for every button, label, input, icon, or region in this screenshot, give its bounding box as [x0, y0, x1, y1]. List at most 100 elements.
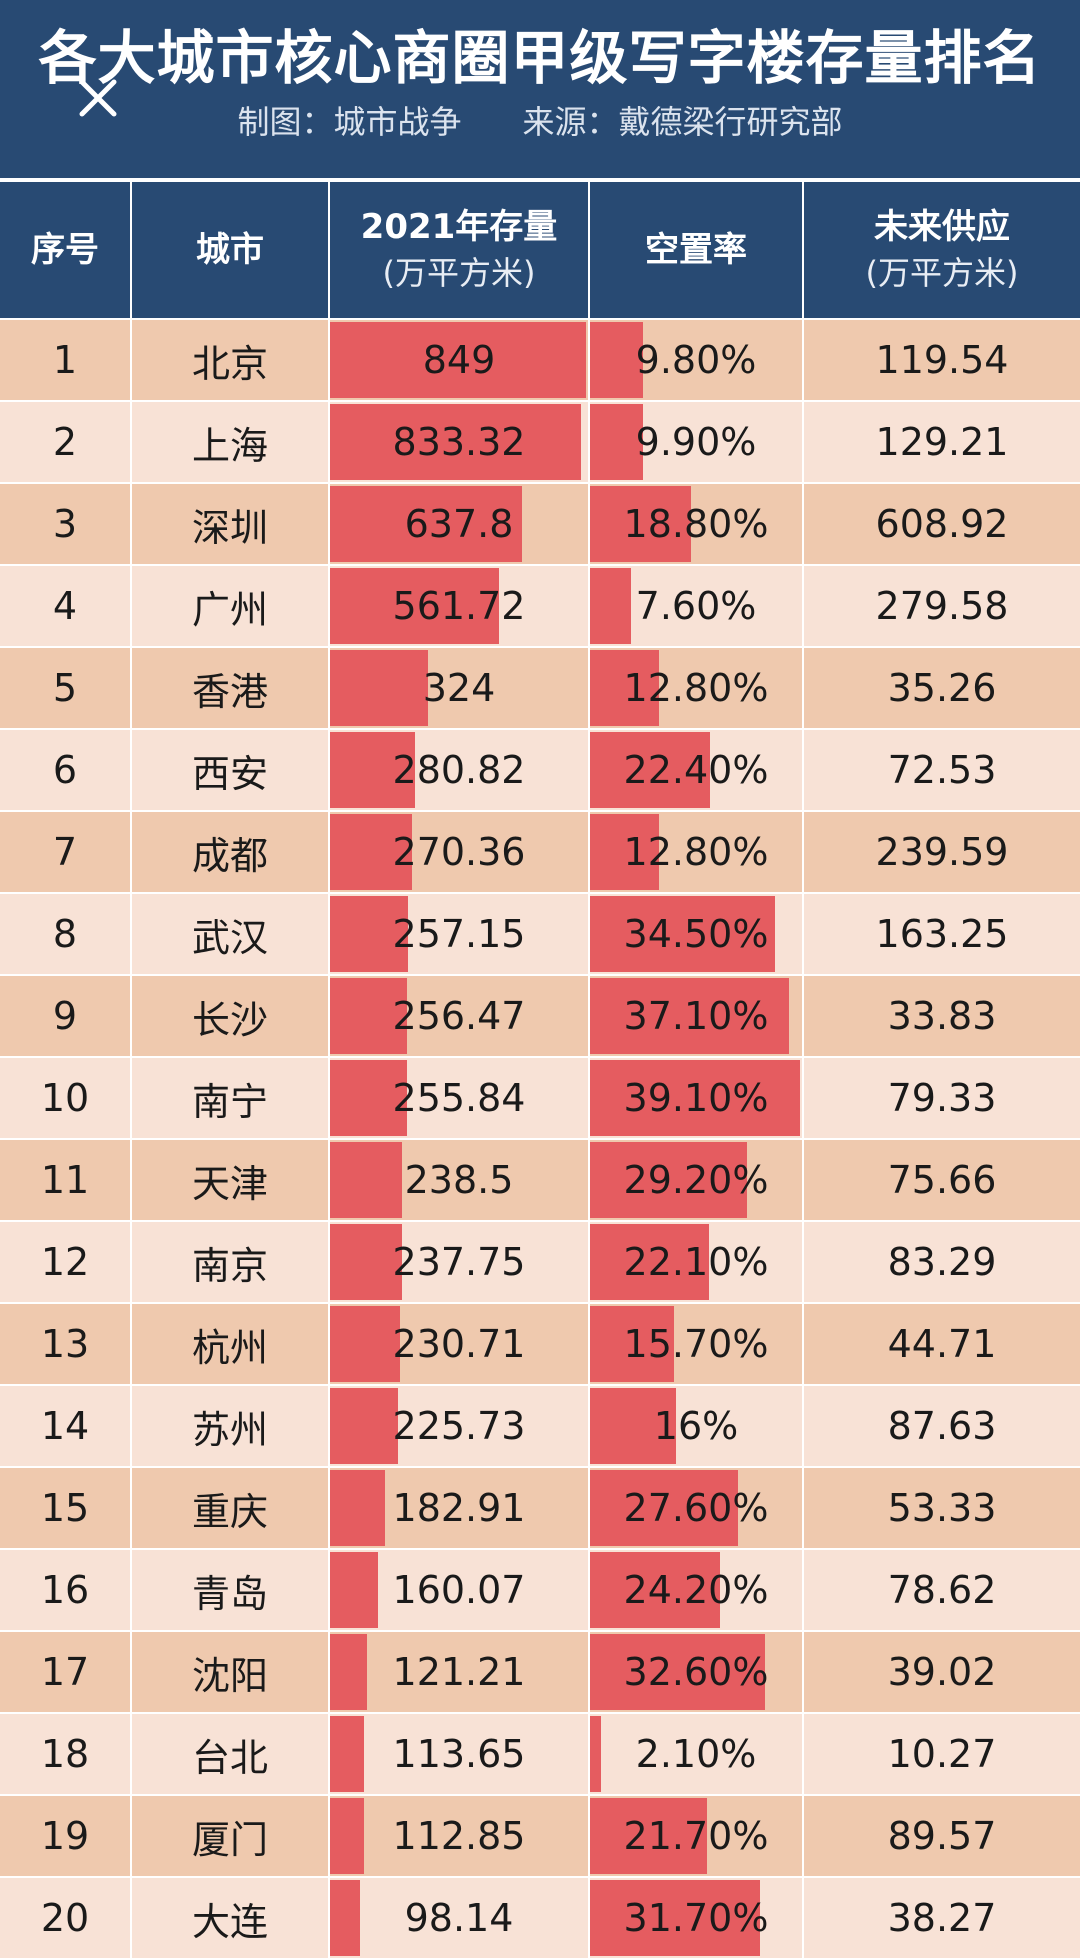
supply-cell: 10.27: [802, 1714, 1080, 1794]
vacancy-cell: 32.60%: [588, 1632, 802, 1712]
supply-value: 44.71: [887, 1322, 997, 1366]
table-row: 2 上海 833.32 9.90% 129.21: [0, 402, 1080, 482]
rank-value: 19: [40, 1814, 90, 1858]
supply-cell: 33.83: [802, 976, 1080, 1056]
supply-cell: 119.54: [802, 320, 1080, 400]
stock-cell: 112.85: [328, 1796, 588, 1876]
stock-cell: 238.5: [328, 1140, 588, 1220]
stock-bar: [330, 1224, 402, 1300]
header-city-label: 城市: [196, 230, 264, 270]
header-stock-label: 2021年存量: [360, 207, 558, 247]
stock-bar: [330, 486, 522, 562]
vacancy-bar: [590, 322, 643, 398]
stock-value: 160.07: [392, 1568, 526, 1612]
vacancy-value: 12.80%: [623, 830, 769, 874]
vacancy-bar: [590, 1634, 765, 1710]
stock-bar: [330, 568, 499, 644]
vacancy-bar: [590, 1388, 676, 1464]
city-name: 香港: [191, 669, 268, 714]
stock-bar: [330, 896, 408, 972]
stock-bar: [330, 1388, 398, 1464]
rank-cell: 20: [0, 1878, 130, 1958]
city-cell: 天津: [130, 1140, 328, 1220]
table-row: 4 广州 561.72 7.60% 279.58: [0, 566, 1080, 646]
stock-bar: [330, 404, 581, 480]
rank-cell: 6: [0, 730, 130, 810]
vacancy-cell: 34.50%: [588, 894, 802, 974]
rank-value: 5: [52, 666, 78, 710]
stock-value: 637.8: [404, 502, 514, 546]
stock-bar: [330, 1142, 402, 1218]
city-cell: 厦门: [130, 1796, 328, 1876]
supply-cell: 279.58: [802, 566, 1080, 646]
rank-cell: 14: [0, 1386, 130, 1466]
supply-cell: 163.25: [802, 894, 1080, 974]
supply-value: 87.63: [887, 1404, 997, 1448]
close-icon[interactable]: [76, 76, 120, 120]
vacancy-bar: [590, 568, 631, 644]
stock-value: 849: [422, 338, 496, 382]
city-cell: 重庆: [130, 1468, 328, 1548]
city-cell: 长沙: [130, 976, 328, 1056]
city-cell: 青岛: [130, 1550, 328, 1630]
city-name: 大连: [191, 1899, 268, 1944]
supply-value: 39.02: [887, 1650, 997, 1694]
table-row: 13 杭州 230.71 15.70% 44.71: [0, 1304, 1080, 1384]
rank-value: 16: [40, 1568, 90, 1612]
rank-cell: 1: [0, 320, 130, 400]
vacancy-bar: [590, 978, 789, 1054]
stock-bar: [330, 1060, 407, 1136]
vacancy-cell: 24.20%: [588, 1550, 802, 1630]
stock-bar: [330, 732, 415, 808]
vacancy-bar: [590, 486, 691, 562]
rank-value: 8: [52, 912, 78, 956]
supply-value: 119.54: [875, 338, 1009, 382]
header-supply-unit: (万平方米): [865, 254, 1019, 292]
stock-value: 257.15: [392, 912, 526, 956]
rank-cell: 15: [0, 1468, 130, 1548]
stock-cell: 257.15: [328, 894, 588, 974]
rank-cell: 12: [0, 1222, 130, 1302]
supply-value: 89.57: [887, 1814, 997, 1858]
stock-value: 238.5: [404, 1158, 514, 1202]
supply-value: 78.62: [887, 1568, 997, 1612]
rank-value: 9: [52, 994, 78, 1038]
table-row: 1 北京 849 9.80% 119.54: [0, 320, 1080, 400]
vacancy-value: 9.80%: [635, 338, 757, 382]
supply-cell: 38.27: [802, 1878, 1080, 1958]
city-cell: 成都: [130, 812, 328, 892]
stock-value: 113.65: [392, 1732, 526, 1776]
city-cell: 沈阳: [130, 1632, 328, 1712]
vacancy-value: 18.80%: [623, 502, 769, 546]
vacancy-value: 32.60%: [623, 1650, 769, 1694]
rank-value: 2: [52, 420, 78, 464]
vacancy-cell: 2.10%: [588, 1714, 802, 1794]
stock-cell: 833.32: [328, 402, 588, 482]
supply-cell: 89.57: [802, 1796, 1080, 1876]
vacancy-bar: [590, 1470, 738, 1546]
table-row: 14 苏州 225.73 16% 87.63: [0, 1386, 1080, 1466]
stock-cell: 160.07: [328, 1550, 588, 1630]
city-name: 厦门: [191, 1817, 268, 1862]
city-cell: 上海: [130, 402, 328, 482]
rank-cell: 16: [0, 1550, 130, 1630]
table-row: 16 青岛 160.07 24.20% 78.62: [0, 1550, 1080, 1630]
rank-value: 11: [40, 1158, 90, 1202]
stock-value: 98.14: [404, 1896, 514, 1940]
rank-value: 14: [40, 1404, 90, 1448]
rank-cell: 4: [0, 566, 130, 646]
supply-value: 129.21: [875, 420, 1009, 464]
stock-bar: [330, 1716, 364, 1792]
table-header: 序号 城市 2021年存量 (万平方米) 空置率 未来供应 (万平方米): [0, 182, 1080, 318]
table-row: 8 武汉 257.15 34.50% 163.25: [0, 894, 1080, 974]
stock-cell: 270.36: [328, 812, 588, 892]
stock-value: 182.91: [392, 1486, 526, 1530]
supply-cell: 53.33: [802, 1468, 1080, 1548]
header-supply: 未来供应 (万平方米): [802, 182, 1080, 318]
stock-bar: [330, 1880, 360, 1956]
table-row: 15 重庆 182.91 27.60% 53.33: [0, 1468, 1080, 1548]
header-rank: 序号: [0, 182, 130, 318]
rank-cell: 18: [0, 1714, 130, 1794]
rank-value: 15: [40, 1486, 90, 1530]
vacancy-cell: 27.60%: [588, 1468, 802, 1548]
